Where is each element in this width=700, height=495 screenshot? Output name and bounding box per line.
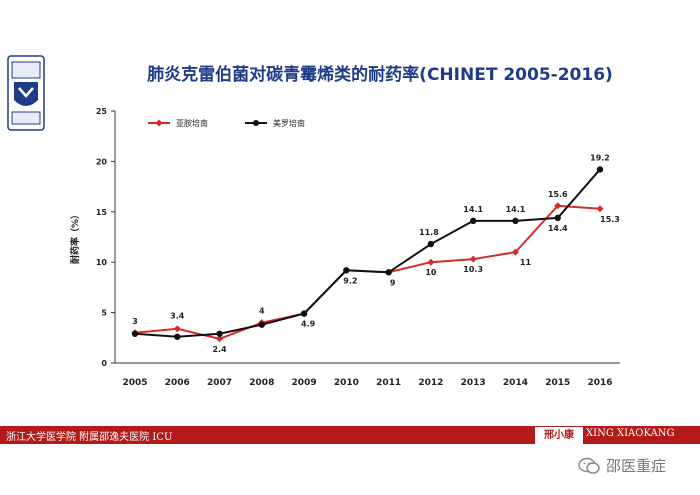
x-tick-label: 2010 xyxy=(334,378,359,388)
data-point-imipenem xyxy=(427,258,435,266)
data-label: 9 xyxy=(390,278,396,287)
data-label: 2.4 xyxy=(212,345,227,354)
data-point-meropenem xyxy=(469,217,477,225)
footer-institution: 浙江大学医学院 附属邵逸夫医院 ICU xyxy=(6,432,173,443)
data-label: 15.6 xyxy=(548,190,568,199)
data-label: 14.1 xyxy=(506,205,526,214)
data-point-imipenem xyxy=(469,255,477,263)
chart-title: 肺炎克雷伯菌对碳青霉烯类的耐药率(CHINET 2005-2016) xyxy=(147,65,613,85)
data-label: 11.8 xyxy=(419,228,439,237)
x-tick-label: 2015 xyxy=(545,378,570,388)
data-point-meropenem xyxy=(385,269,392,276)
data-point-imipenem xyxy=(554,202,562,210)
legend-marker-diamond xyxy=(155,119,163,127)
x-tick-label: 2005 xyxy=(122,378,147,388)
y-tick-label: 0 xyxy=(101,359,107,368)
data-point-meropenem xyxy=(596,166,604,173)
legend-marker-circle xyxy=(253,120,259,126)
data-point-imipenem xyxy=(173,325,181,333)
legend-label: 亚胺培南 xyxy=(176,118,208,128)
data-label: 14.1 xyxy=(463,205,483,214)
data-point-meropenem xyxy=(131,330,139,337)
data-point-meropenem xyxy=(512,217,519,225)
y-tick-label: 5 xyxy=(101,309,107,318)
data-point-meropenem xyxy=(216,330,223,337)
watermark-text: 邵医重症 xyxy=(606,457,667,475)
data-label: 10 xyxy=(425,268,437,277)
footer-bar xyxy=(0,426,700,444)
university-logo xyxy=(7,55,45,131)
x-tick-label: 2008 xyxy=(249,378,274,388)
data-point-meropenem xyxy=(554,214,561,222)
x-tick-label: 2009 xyxy=(292,378,317,388)
data-label: 14.4 xyxy=(548,224,568,233)
x-tick-label: 2016 xyxy=(587,378,612,388)
data-label: 11 xyxy=(520,258,532,267)
x-tick-label: 2006 xyxy=(165,378,190,388)
data-label: 4.9 xyxy=(301,320,316,329)
x-tick-label: 2011 xyxy=(376,378,401,388)
data-point-meropenem xyxy=(300,310,308,317)
watermark: 邵医重症 xyxy=(578,455,666,476)
data-point-meropenem xyxy=(343,267,350,274)
data-label: 3 xyxy=(132,317,138,326)
x-tick-label: 2007 xyxy=(207,378,232,388)
data-label: 3.4 xyxy=(170,312,185,321)
y-tick-label: 10 xyxy=(96,258,108,267)
x-tick-label: 2013 xyxy=(461,378,486,388)
data-point-imipenem xyxy=(216,335,224,343)
series-line-2 xyxy=(134,168,601,338)
y-tick-label: 15 xyxy=(96,208,108,217)
data-label: 19.2 xyxy=(590,153,610,162)
data-label: 9.2 xyxy=(343,276,357,285)
legend-label: 美罗培南 xyxy=(273,118,305,128)
data-point-meropenem xyxy=(174,333,181,340)
footer-author-name: XING XIAOKANG xyxy=(586,428,675,439)
y-tick-label: 25 xyxy=(96,107,108,116)
wechat-icon xyxy=(578,457,600,474)
y-axis-title: 耐药率（%） xyxy=(69,210,81,264)
line-chart: 0 5 10 15 20 25 耐药率（%） 2005 2006 2007 2008 2009 2010… xyxy=(69,107,620,388)
x-tick-label: 2014 xyxy=(503,378,528,388)
data-point-imipenem xyxy=(511,248,519,256)
data-point-imipenem xyxy=(596,205,604,213)
x-tick-label: 2012 xyxy=(418,378,443,388)
y-tick-label: 20 xyxy=(96,157,108,166)
data-label: 10.3 xyxy=(463,265,483,274)
data-label: 15.3 xyxy=(600,215,620,224)
data-point-meropenem xyxy=(258,321,266,328)
footer-author-badge: 邢小康 xyxy=(535,427,583,445)
data-label: 4 xyxy=(259,307,265,316)
data-point-meropenem xyxy=(427,240,435,248)
series-line-1 xyxy=(134,204,601,340)
